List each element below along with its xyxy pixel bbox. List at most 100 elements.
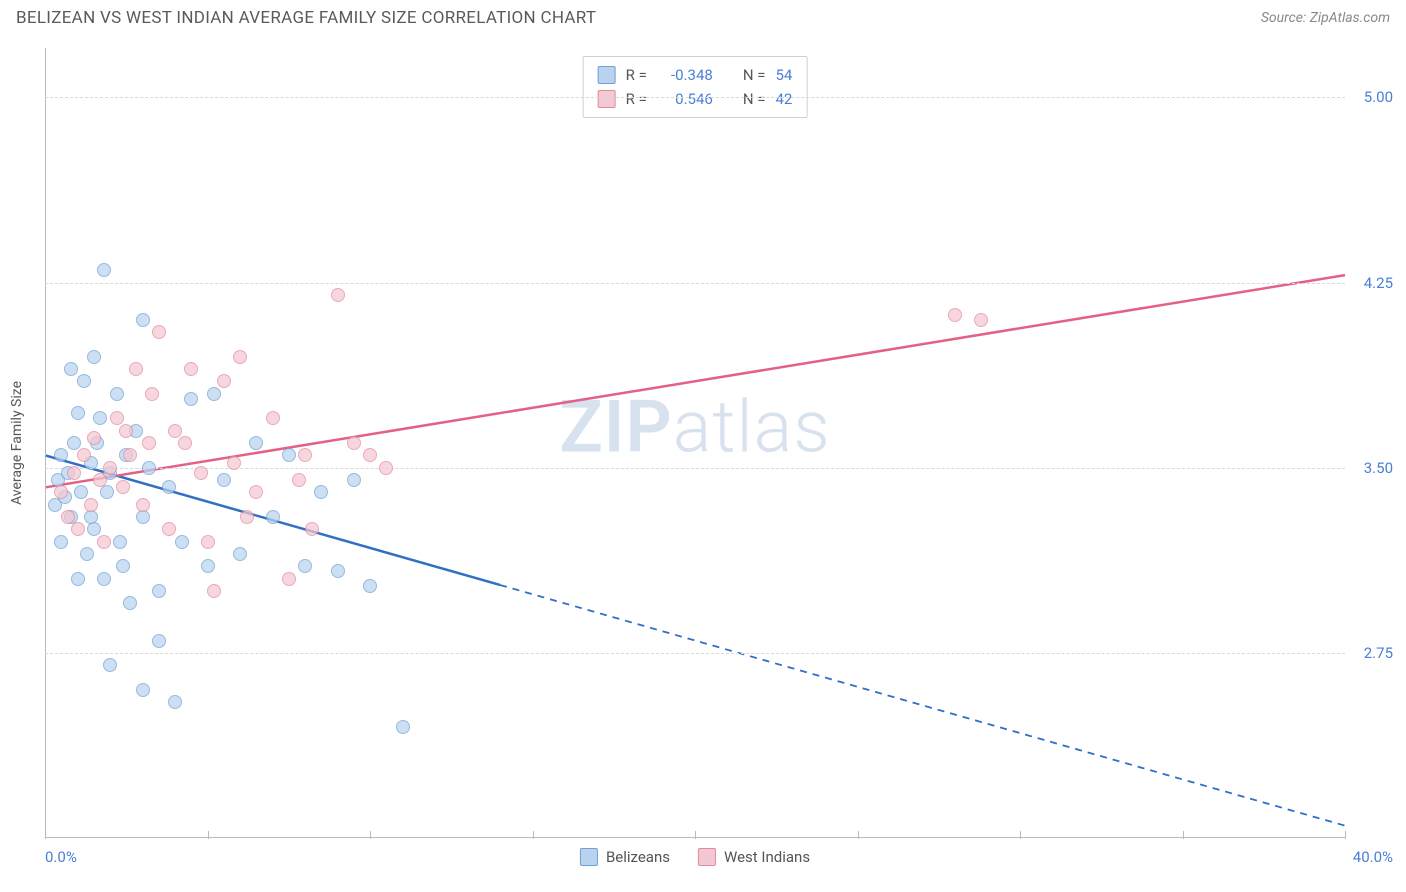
watermark-light: atlas <box>673 385 831 470</box>
data-point-west_indians <box>162 522 176 536</box>
data-point-belizeans <box>80 547 94 561</box>
data-point-west_indians <box>194 466 208 480</box>
x-tick <box>858 831 859 839</box>
x-tick <box>370 831 371 839</box>
data-point-belizeans <box>142 461 156 475</box>
data-point-belizeans <box>233 547 247 561</box>
data-point-belizeans <box>113 535 127 549</box>
data-point-belizeans <box>217 473 231 487</box>
data-point-west_indians <box>249 485 263 499</box>
data-point-west_indians <box>305 522 319 536</box>
data-point-belizeans <box>100 485 114 499</box>
data-point-belizeans <box>54 448 68 462</box>
n-label: N = <box>743 63 766 87</box>
data-point-belizeans <box>347 473 361 487</box>
stats-row-belizeans: R =-0.348N =54 <box>598 63 793 87</box>
data-point-west_indians <box>110 411 124 425</box>
data-point-west_indians <box>178 436 192 450</box>
data-point-belizeans <box>54 535 68 549</box>
stats-box: R =-0.348N =54R =0.546N =42 <box>583 56 808 118</box>
x-tick <box>208 831 209 839</box>
legend: BelizeansWest Indians <box>580 848 810 866</box>
data-point-west_indians <box>116 480 130 494</box>
data-point-west_indians <box>207 584 221 598</box>
data-point-west_indians <box>379 461 393 475</box>
trend-line-belizeans-extrapolated <box>500 585 1345 826</box>
legend-label-west_indians: West Indians <box>724 848 810 866</box>
data-point-belizeans <box>97 572 111 586</box>
data-point-west_indians <box>363 448 377 462</box>
x-tick <box>533 831 534 839</box>
trend-line-west_indians <box>45 275 1345 487</box>
data-point-belizeans <box>396 720 410 734</box>
watermark: ZIPatlas <box>559 385 831 470</box>
gridline <box>45 97 1345 98</box>
x-tick <box>1345 831 1346 839</box>
data-point-west_indians <box>282 572 296 586</box>
data-point-belizeans <box>116 559 130 573</box>
gridline <box>45 468 1345 469</box>
y-tick-label: 2.75 <box>1364 644 1393 662</box>
data-point-west_indians <box>298 448 312 462</box>
data-point-west_indians <box>233 350 247 364</box>
data-point-west_indians <box>152 325 166 339</box>
data-point-belizeans <box>67 436 81 450</box>
x-axis-max-label: 40.0% <box>1353 848 1393 866</box>
data-point-belizeans <box>175 535 189 549</box>
n-label: N = <box>743 87 766 111</box>
data-point-west_indians <box>129 362 143 376</box>
data-point-belizeans <box>363 579 377 593</box>
data-point-west_indians <box>201 535 215 549</box>
x-tick <box>1020 831 1021 839</box>
data-point-belizeans <box>103 658 117 672</box>
gridline <box>45 283 1345 284</box>
data-point-belizeans <box>87 350 101 364</box>
data-point-belizeans <box>207 387 221 401</box>
r-label: R = <box>626 63 647 87</box>
data-point-belizeans <box>136 313 150 327</box>
data-point-west_indians <box>974 313 988 327</box>
data-point-west_indians <box>331 288 345 302</box>
plot-area: ZIPatlas Average Family Size R =-0.348N … <box>45 48 1345 838</box>
data-point-belizeans <box>123 596 137 610</box>
data-point-west_indians <box>240 510 254 524</box>
data-point-belizeans <box>136 683 150 697</box>
data-point-belizeans <box>331 564 345 578</box>
data-point-west_indians <box>84 498 98 512</box>
x-tick <box>1183 831 1184 839</box>
data-point-west_indians <box>142 436 156 450</box>
swatch-belizeans <box>598 66 616 84</box>
data-point-belizeans <box>77 374 91 388</box>
data-point-belizeans <box>74 485 88 499</box>
data-point-belizeans <box>110 387 124 401</box>
data-point-belizeans <box>93 411 107 425</box>
data-point-belizeans <box>152 584 166 598</box>
data-point-west_indians <box>123 448 137 462</box>
y-tick-label: 5.00 <box>1364 88 1393 106</box>
data-point-belizeans <box>152 634 166 648</box>
r-label: R = <box>626 87 647 111</box>
data-point-belizeans <box>162 480 176 494</box>
y-tick-label: 4.25 <box>1364 274 1393 292</box>
n-value-west_indians: 42 <box>775 87 792 111</box>
data-point-west_indians <box>97 535 111 549</box>
data-point-west_indians <box>87 431 101 445</box>
data-point-belizeans <box>249 436 263 450</box>
data-point-west_indians <box>184 362 198 376</box>
data-point-belizeans <box>201 559 215 573</box>
data-point-west_indians <box>136 498 150 512</box>
data-point-west_indians <box>948 308 962 322</box>
data-point-west_indians <box>119 424 133 438</box>
swatch-west_indians <box>598 90 616 108</box>
data-point-belizeans <box>266 510 280 524</box>
data-point-belizeans <box>64 362 78 376</box>
data-point-west_indians <box>77 448 91 462</box>
data-point-belizeans <box>298 559 312 573</box>
data-point-west_indians <box>347 436 361 450</box>
data-point-belizeans <box>87 522 101 536</box>
data-point-belizeans <box>314 485 328 499</box>
trend-lines <box>45 48 1345 838</box>
watermark-bold: ZIP <box>559 385 672 470</box>
data-point-west_indians <box>217 374 231 388</box>
data-point-belizeans <box>71 406 85 420</box>
